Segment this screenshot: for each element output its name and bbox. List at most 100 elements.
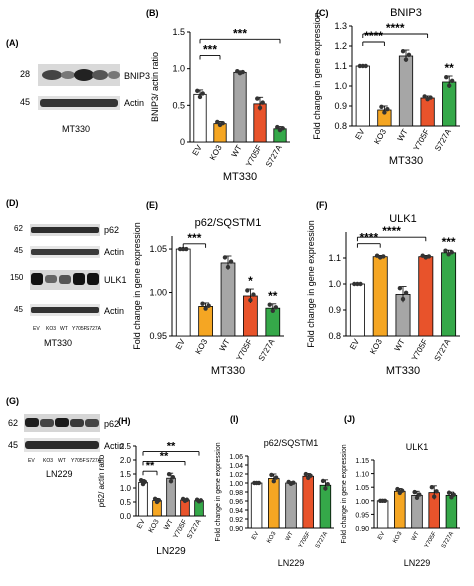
bar — [372, 256, 388, 337]
data-point — [228, 259, 234, 264]
y-tick-label: 1.5 — [120, 470, 132, 479]
data-point — [434, 489, 439, 494]
y-tick-label: 0.5 — [172, 100, 185, 110]
y-tick-label: 1.15 — [355, 458, 369, 465]
y-tick-label: 0.98 — [229, 490, 243, 497]
chart-b: (B) 0 0.5 1.0 1.5 BNIP3/ actin ratio EV KO3 WT Y7… — [146, 8, 290, 183]
panel-label-g: (G) — [6, 396, 19, 406]
blot-g-cell-line: LN229 — [46, 469, 73, 479]
x-tick-label: WT — [163, 518, 175, 532]
data-point — [251, 292, 256, 297]
y-tick-label: 1.3 — [334, 21, 347, 31]
data-point — [225, 264, 231, 270]
data-point — [358, 281, 363, 287]
x-tick-label: EV — [377, 531, 386, 541]
y-tick-label: 0.94 — [229, 508, 243, 515]
blot-d-cell-line: MT330 — [44, 338, 72, 348]
data-point — [308, 473, 313, 478]
data-point — [422, 94, 427, 99]
lane-label: EV — [33, 326, 40, 332]
data-point — [195, 88, 200, 94]
bar — [394, 490, 406, 529]
y-tick-label: 0.8 — [328, 331, 341, 341]
y-tick-label: 0.8 — [334, 121, 347, 131]
y-axis-label: Fold change in gene expression — [312, 12, 322, 140]
blot-d-label-4: Actin — [104, 306, 124, 316]
data-point — [406, 52, 412, 57]
data-point — [206, 303, 211, 308]
band — [61, 71, 75, 79]
significance-label: *** — [203, 42, 217, 56]
data-point — [320, 478, 326, 484]
data-point — [257, 105, 263, 111]
band — [31, 273, 43, 285]
x-tick-label: Y705F — [424, 531, 438, 550]
data-point — [323, 486, 328, 491]
blot-d-marker-3: 150 — [10, 273, 24, 282]
chart-title: p62/SQSTM1 — [195, 217, 262, 229]
blot-d-label-1: p62 — [104, 225, 119, 235]
data-point — [400, 49, 406, 54]
significance-star: ** — [445, 61, 455, 75]
blot-a-label-2: Actin — [124, 98, 144, 108]
x-tick-label: EV — [191, 143, 204, 157]
y-axis-label: Fold change in gene expression — [215, 442, 222, 541]
y-axis-label: p62/ actin ratio — [97, 454, 106, 507]
blot-a-marker-2: 45 — [20, 97, 30, 107]
lane-label: EV — [28, 458, 35, 464]
data-point — [382, 110, 387, 115]
bar — [319, 484, 332, 529]
blot-d: (D) 62 45 150 45 p62 Actin ULK1 Actin EV… — [6, 198, 127, 348]
lane-label: S727A — [86, 326, 102, 332]
data-point — [255, 96, 260, 101]
blot-d-label-3: ULK1 — [104, 275, 127, 285]
bar — [250, 482, 263, 529]
chart-title: ULK1 — [406, 442, 429, 452]
bar — [376, 500, 389, 529]
significance-label: ** — [146, 460, 155, 472]
y-axis-label: Fold change in gene expression — [132, 222, 142, 350]
band — [42, 70, 62, 80]
panel-label: (I) — [230, 414, 239, 424]
x-axis-label: MT330 — [386, 365, 420, 377]
panel-label: (B) — [146, 8, 159, 18]
data-point — [142, 479, 148, 485]
band — [31, 227, 99, 233]
data-point — [280, 126, 285, 131]
y-tick-label: 0.9 — [328, 305, 341, 315]
data-point — [245, 288, 250, 293]
band — [31, 307, 99, 313]
band — [87, 273, 99, 285]
data-point — [446, 252, 451, 257]
data-point — [248, 297, 253, 303]
blot-g-label-2: Actin — [104, 441, 124, 451]
x-tick-label: KO3 — [372, 127, 388, 146]
panel-label: (H) — [118, 416, 131, 426]
data-point — [270, 308, 275, 313]
lane-label: WT — [58, 458, 66, 464]
y-tick-label: 0.92 — [229, 517, 243, 524]
panel-label-a: (A) — [6, 38, 19, 48]
blot-g-lanes: EV KO3 WT Y705F S727A — [28, 458, 102, 464]
data-point — [400, 296, 406, 302]
data-point — [184, 246, 189, 252]
chart-e: (E) p62/SQSTM1 0.95 1.00 1.05 Fold change in … — [132, 200, 284, 377]
significance-label: *** — [187, 231, 201, 245]
panel-label: (E) — [146, 200, 158, 210]
band — [40, 419, 54, 427]
data-point — [382, 498, 388, 503]
y-tick-label: 2.0 — [120, 456, 132, 465]
data-point — [403, 290, 409, 296]
data-point — [184, 497, 190, 502]
band — [70, 419, 84, 427]
x-tick-label: S727A — [433, 127, 453, 153]
lane-label: S727A — [86, 458, 102, 464]
data-point — [352, 281, 357, 287]
significance-star: * — [248, 274, 253, 288]
x-tick-label: S727A — [264, 143, 284, 169]
y-tick-label: 0.9 — [334, 101, 347, 111]
data-point — [215, 119, 220, 125]
significance-label: **** — [364, 29, 383, 43]
bar — [355, 65, 370, 127]
x-tick-label: S727A — [257, 337, 277, 363]
